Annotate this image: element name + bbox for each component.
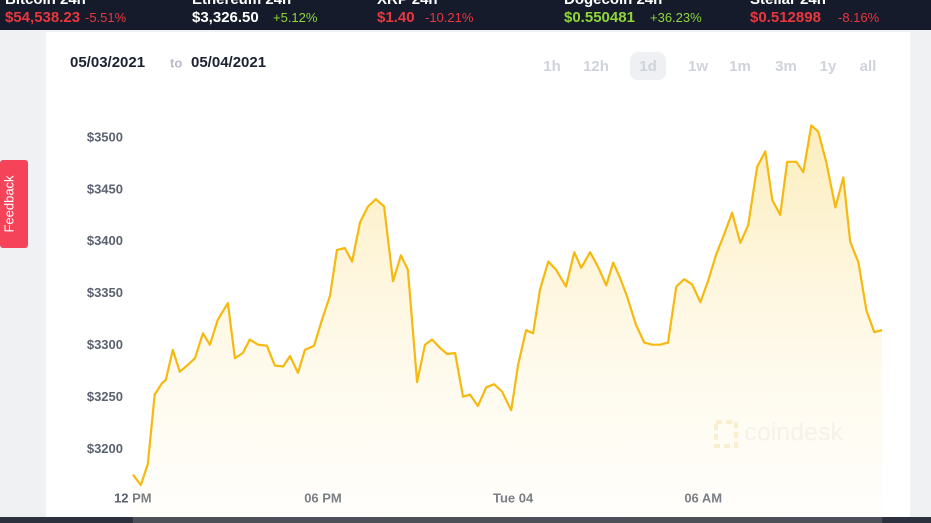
period-button[interactable]: 1m bbox=[729, 58, 751, 75]
ticker-price: $3,326.50 bbox=[192, 9, 259, 26]
ticker-name: Ethereum 24h bbox=[192, 0, 291, 8]
period-button[interactable]: all bbox=[860, 58, 877, 75]
ticker-change: -5.51% bbox=[85, 10, 127, 25]
y-tick-label: $3400 bbox=[87, 233, 123, 248]
ticker: Bitcoin 24h $54,538.23 -5.51% Ethereum 2… bbox=[5, 0, 880, 26]
ticker-name: Bitcoin 24h bbox=[5, 0, 86, 8]
period-button[interactable]: 3m bbox=[775, 58, 797, 75]
ticker-change: +5.12% bbox=[273, 10, 318, 25]
period-button[interactable]: 1y bbox=[820, 58, 837, 75]
ticker-price: $0.512898 bbox=[750, 9, 821, 26]
period-button[interactable]: 12h bbox=[583, 58, 609, 75]
date-from: 05/03/2021 bbox=[70, 54, 145, 71]
period-button[interactable]: 1h bbox=[543, 58, 561, 75]
ticker-change: -8.16% bbox=[838, 10, 880, 25]
price-line bbox=[132, 124, 883, 487]
date-to-word: to bbox=[170, 55, 182, 70]
area bbox=[132, 125, 883, 523]
ticker-price: $54,538.23 bbox=[5, 9, 80, 26]
y-tick-label: $3350 bbox=[87, 285, 123, 300]
ticker-price: $1.40 bbox=[377, 9, 415, 26]
feedback-label[interactable]: Feedback bbox=[1, 175, 16, 233]
ticker-price: $0.550481 bbox=[564, 9, 635, 26]
ticker-name: Stellar 24h bbox=[750, 0, 826, 8]
date-to: 05/04/2021 bbox=[191, 54, 266, 71]
y-tick-label: $3500 bbox=[87, 129, 123, 144]
period-active-bg bbox=[630, 52, 666, 80]
ticker-name: Dogecoin 24h bbox=[564, 0, 662, 8]
ticker-change: +36.23% bbox=[650, 10, 702, 25]
ticker-name: XRP 24h bbox=[377, 0, 438, 8]
feedback-tab[interactable] bbox=[0, 160, 28, 248]
y-tick-label: $3250 bbox=[87, 389, 123, 404]
y-tick-label: $3450 bbox=[87, 181, 123, 196]
ticker-change: -10.21% bbox=[425, 10, 474, 25]
period-selector: 1h 12h 1d 1w 1m 3m 1y all bbox=[543, 52, 876, 80]
y-tick-label: $3300 bbox=[87, 337, 123, 352]
period-button[interactable]: 1w bbox=[688, 58, 708, 75]
ticker-bar bbox=[0, 0, 931, 30]
period-button[interactable]: 1d bbox=[639, 58, 657, 75]
y-tick-label: $3200 bbox=[87, 441, 123, 456]
